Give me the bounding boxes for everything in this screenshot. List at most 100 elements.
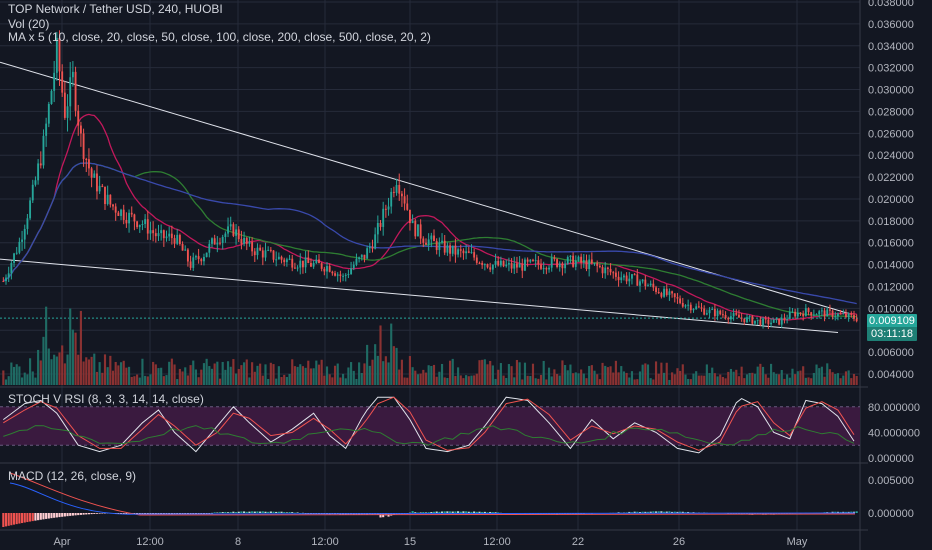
volume-legend: Vol (20) (8, 17, 50, 31)
candle-body (639, 281, 641, 286)
candle-body (764, 318, 767, 320)
volume-bar (411, 367, 414, 385)
volume-bars (2, 306, 858, 385)
macd-histogram-bar (438, 511, 441, 513)
candle-body (288, 258, 291, 260)
macd-histogram-bar (844, 511, 848, 513)
candle-body (427, 239, 430, 245)
volume-bar (253, 371, 256, 385)
candle-body (572, 255, 575, 267)
volume-bar (144, 375, 147, 385)
volume-bar (590, 365, 593, 385)
candle-body (133, 214, 136, 222)
volume-bar (459, 375, 462, 385)
volume-bar (74, 332, 77, 385)
volume-bar (18, 366, 21, 385)
candle-body (45, 123, 48, 136)
candle-body (497, 261, 500, 266)
volume-bar (34, 377, 37, 385)
volume-bar (109, 355, 112, 385)
candle-body (794, 311, 797, 317)
candle-body (631, 274, 633, 279)
volume-bar (539, 374, 543, 385)
volume-bar (37, 349, 40, 385)
volume-bar (218, 378, 222, 385)
candle-body (347, 274, 350, 276)
candle-body (229, 224, 232, 227)
macd-histogram-bar (414, 512, 417, 513)
macd-histogram-bar (408, 512, 412, 514)
volume-bar (727, 371, 730, 385)
candle-body (780, 317, 783, 325)
time-axis: Apr 12:00 8 12:00 15 12:00 22 26 May (53, 536, 807, 548)
candle-body (483, 264, 486, 266)
candle-body (128, 212, 130, 224)
volume-bar (403, 377, 406, 385)
macd-histogram-bar (852, 511, 856, 513)
candle-body (299, 260, 302, 268)
candle-body (697, 306, 700, 308)
volume-bar (529, 376, 532, 385)
candle-body (446, 245, 449, 253)
volume-bar (820, 366, 823, 385)
volume-bar (69, 308, 72, 385)
volume-bar (743, 378, 746, 385)
candle-body (406, 203, 409, 210)
macd-histogram-bar (293, 512, 296, 514)
candle-body (502, 260, 505, 267)
macd-histogram-bar (617, 512, 620, 513)
candle-body (392, 191, 395, 193)
macd-histogram-bar (77, 513, 80, 516)
volume-bar (612, 372, 615, 385)
volume-bar (601, 362, 604, 385)
chart-title: TOP Network / Tether USD, 240, HUOBI (8, 2, 223, 16)
candle-body (58, 37, 61, 72)
candle-body (285, 259, 288, 263)
volume-bar (136, 374, 139, 385)
volume-bar (341, 373, 345, 385)
candle-body (417, 224, 419, 237)
macd-histogram-bar (184, 513, 187, 514)
volume-bar (783, 378, 786, 385)
candle-body (647, 285, 649, 287)
macd-histogram-bar (45, 513, 48, 519)
volume-bar (197, 377, 200, 385)
macd-histogram-bar (119, 513, 123, 514)
candle-body (542, 268, 545, 270)
candle-body (186, 249, 189, 262)
macd-histogram-bar (10, 513, 13, 526)
volume-bar (799, 370, 802, 385)
candle-body (855, 318, 858, 322)
candle-body (31, 184, 34, 201)
macd-histogram-bar (234, 512, 238, 513)
macd-histogram-bar (208, 513, 211, 514)
volume-bar (106, 367, 109, 385)
candle-body (820, 310, 823, 312)
candle-body (625, 275, 628, 282)
candle-body (42, 135, 45, 166)
volume-bar (515, 359, 519, 385)
volume-bar (609, 366, 612, 385)
lower-trendline (0, 258, 839, 333)
candle-body (184, 249, 187, 251)
candle-body (114, 206, 117, 213)
candle-body (566, 257, 569, 264)
candle-body (320, 263, 323, 269)
price-tick-label: 0.014000 (868, 260, 914, 272)
volume-bar (173, 364, 176, 385)
macd-histogram-bar (197, 513, 200, 514)
volume-bar (315, 360, 318, 385)
macd-histogram-bar (633, 511, 636, 513)
macd-histogram-bar (424, 512, 428, 513)
candle-body (63, 92, 66, 118)
candle-body (598, 265, 601, 268)
candle-body (767, 319, 770, 325)
volume-bar (390, 323, 393, 385)
candle-body (449, 245, 451, 254)
volume-bar (45, 306, 48, 385)
candle-body (853, 315, 855, 319)
volume-bar (304, 367, 307, 385)
bar-countdown-tag: 03:11:18 (867, 327, 917, 341)
volume-bar (467, 376, 470, 385)
